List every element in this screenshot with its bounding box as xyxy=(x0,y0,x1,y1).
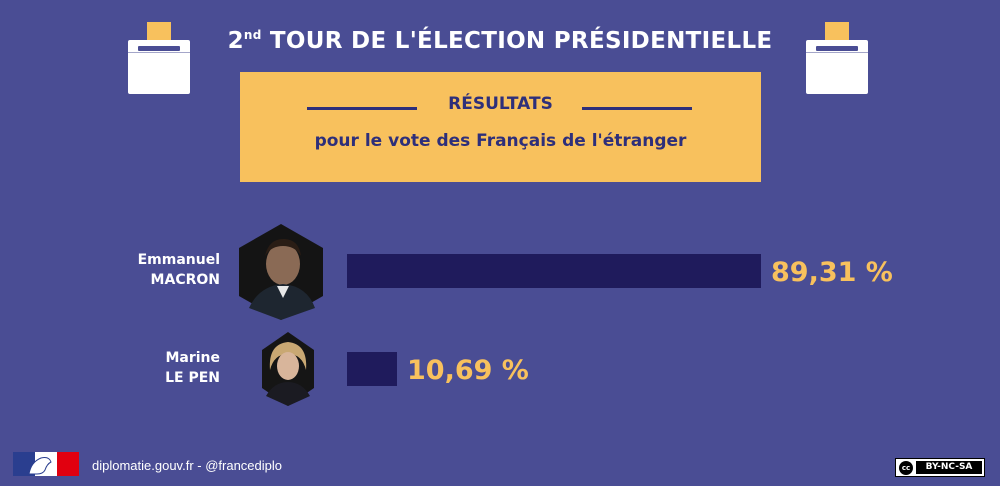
bar-lepen xyxy=(347,352,397,386)
title-text: TOUR DE L'ÉLECTION PRÉSIDENTIELLE xyxy=(261,28,773,54)
footer-credits: diplomatie.gouv.fr - @francediplo xyxy=(92,458,282,473)
results-panel: RÉSULTATS pour le vote des Français de l… xyxy=(240,72,761,182)
candidate-first-name: Marine xyxy=(165,350,220,366)
avatar xyxy=(262,332,314,406)
license-label: BY-NC-SA xyxy=(916,461,982,474)
ballot-box-icon xyxy=(128,22,190,94)
candidate-last-name: MACRON xyxy=(150,272,220,288)
candidate-last-name: LE PEN xyxy=(165,370,220,386)
divider-left xyxy=(307,107,417,110)
title-ordinal-suffix: nd xyxy=(243,28,262,42)
divider-right xyxy=(582,107,692,110)
ballot-box-icon xyxy=(806,22,868,94)
cc-mark: cc xyxy=(899,460,913,475)
data-label: 89,31 % xyxy=(771,257,893,288)
page-title: 2nd TOUR DE L'ÉLECTION PRÉSIDENTIELLE xyxy=(0,28,1000,54)
candidate-name-macron: Emmanuel MACRON xyxy=(25,250,220,290)
candidate-name-lepen: Marine LE PEN xyxy=(25,348,220,388)
creative-commons-icon: cc BY-NC-SA xyxy=(895,458,985,477)
candidate-first-name: Emmanuel xyxy=(137,252,220,268)
title-ordinal: 2 xyxy=(227,28,244,54)
bar-macron xyxy=(347,254,761,288)
results-subheading: pour le vote des Français de l'étranger xyxy=(314,131,687,151)
avatar xyxy=(239,224,323,320)
data-label: 10,69 % xyxy=(407,355,529,386)
results-heading: RÉSULTATS xyxy=(448,94,553,114)
marianne-flag-icon xyxy=(13,452,79,476)
